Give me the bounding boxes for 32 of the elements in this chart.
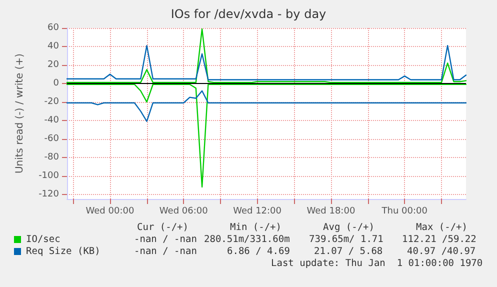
y-tick-label: 60 xyxy=(48,23,60,33)
y-tick-label: -80 xyxy=(44,152,60,162)
x-tick-label: Wed 18:00 xyxy=(306,206,356,216)
x-tick-label: Wed 06:00 xyxy=(159,206,208,216)
x-tick-label: Wed 00:00 xyxy=(86,206,134,216)
legend-label: Req Size (KB) xyxy=(26,246,100,257)
text: 739.65m/ 1.71 xyxy=(309,234,384,245)
y-tick-label: -40 xyxy=(44,115,60,126)
chart-title: IOs for /dev/xvda - by day xyxy=(170,7,326,21)
x-tick-label: Wed 12:00 xyxy=(233,206,282,216)
text: Max (-/+) xyxy=(416,222,468,233)
y-tick-label: 0 xyxy=(53,78,60,88)
text: Min (-/+) xyxy=(230,222,282,233)
text: 6.86 / 4.69 xyxy=(227,246,290,257)
text: 280.51m/331.60m xyxy=(204,234,290,245)
text: Last update: Thu Jan 1 01:00:00 1970 xyxy=(271,258,483,269)
y-tick-label: -20 xyxy=(44,96,60,107)
text: -nan / -nan xyxy=(134,234,197,245)
text: 21.07 / 5.68 xyxy=(314,246,383,257)
text: 40.97 /40.97 xyxy=(407,246,476,257)
text: Avg (-/+) xyxy=(323,222,374,233)
y-axis-title: Units read (-) / write (+) xyxy=(14,53,26,174)
y-tick-label: -100 xyxy=(38,170,60,181)
legend-label: IO/sec xyxy=(26,234,60,245)
y-tick-label: -60 xyxy=(44,134,60,144)
text: Cur (-/+) xyxy=(137,222,188,233)
x-tick-label: Thu 00:00 xyxy=(380,206,428,216)
text: -nan / -nan xyxy=(134,246,197,257)
y-tick-label: -120 xyxy=(38,189,60,200)
text: 112.21 /59.22 xyxy=(402,234,476,245)
y-tick-label: 20 xyxy=(48,60,60,70)
y-tick-label: 40 xyxy=(48,41,60,52)
